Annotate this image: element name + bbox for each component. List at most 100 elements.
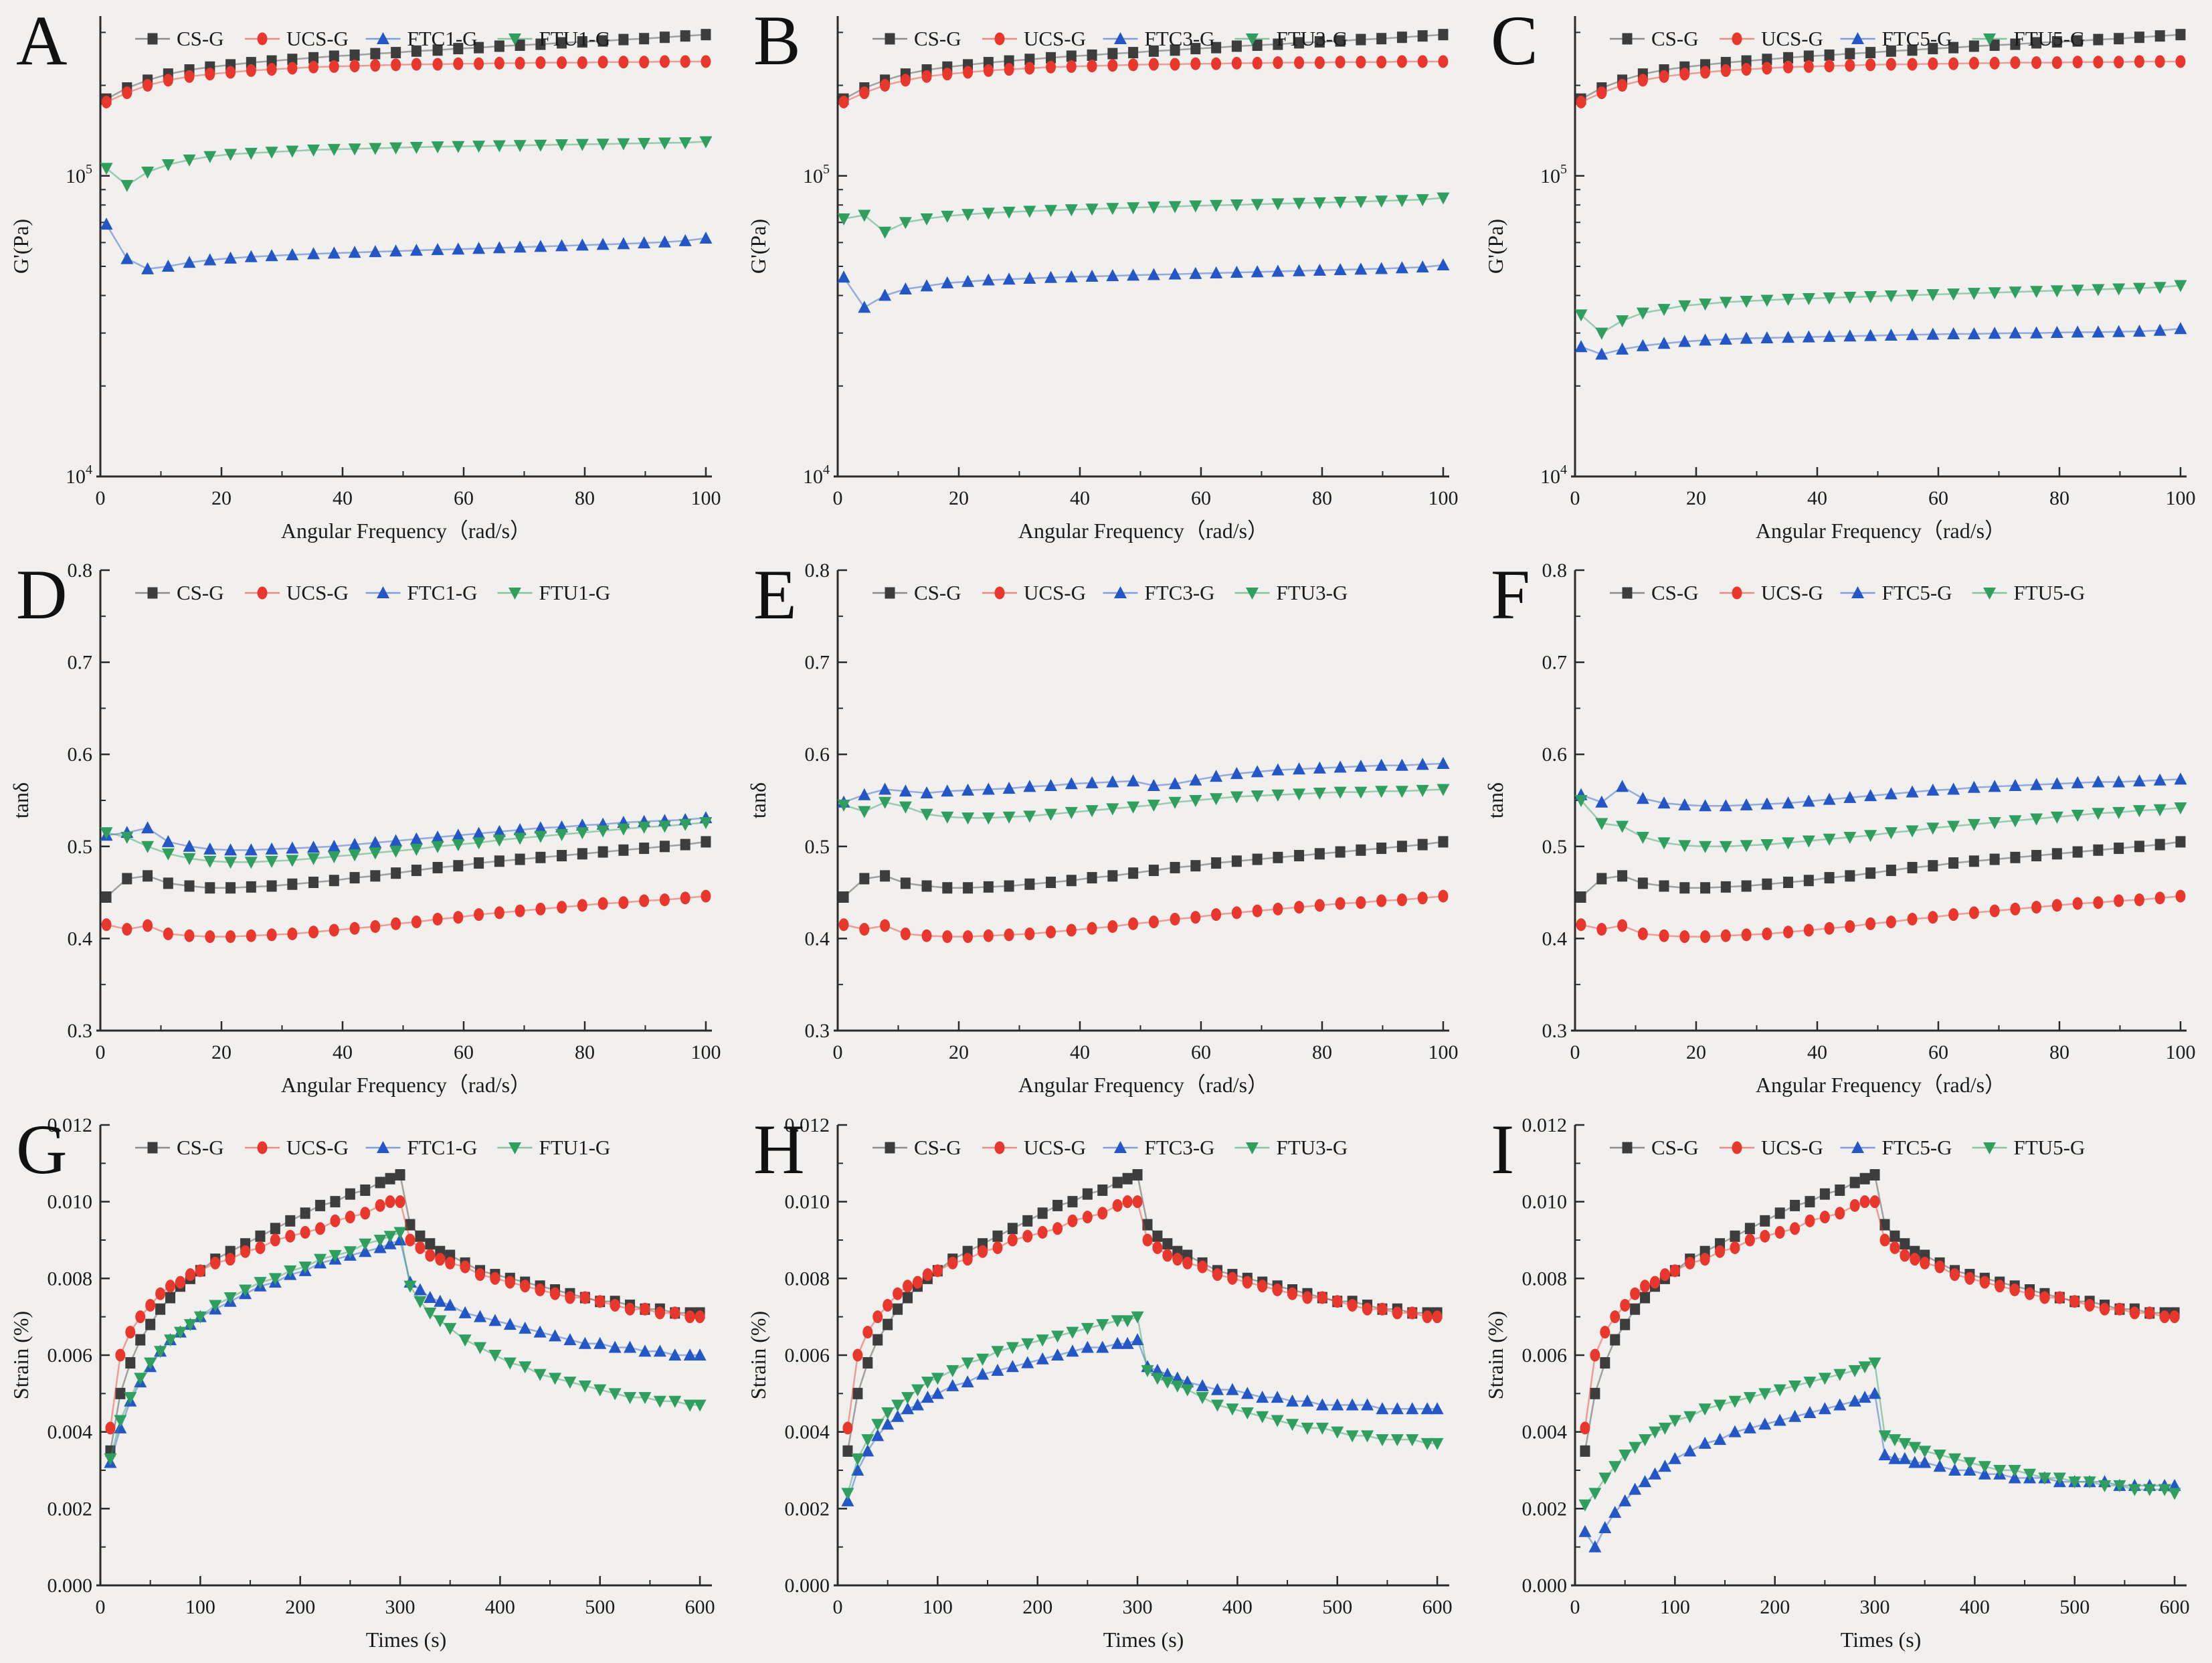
data-point-marker xyxy=(1106,203,1119,215)
y-tick-label: 0.002 xyxy=(1522,1498,1568,1520)
data-point-marker xyxy=(1361,1398,1374,1411)
data-point-marker xyxy=(370,48,381,60)
data-point-marker xyxy=(1988,780,2001,792)
data-point-marker xyxy=(1884,290,1898,303)
data-point-marker xyxy=(1678,798,1691,811)
x-tick-label: 40 xyxy=(1807,1041,1827,1063)
data-point-marker xyxy=(1947,820,1960,833)
legend-marker xyxy=(1114,1140,1127,1153)
data-point-marker xyxy=(1762,928,1772,941)
data-point-marker xyxy=(161,159,175,171)
data-point-marker xyxy=(931,1386,944,1399)
series-line xyxy=(843,60,1443,103)
data-point-marker xyxy=(1790,1199,1801,1211)
data-point-marker xyxy=(1576,95,1586,108)
x-tick-label: 80 xyxy=(2049,487,2069,509)
data-point-marker xyxy=(286,841,299,854)
data-point-marker xyxy=(1395,195,1408,207)
series-FTC3-G xyxy=(837,258,1450,313)
data-point-marker xyxy=(1683,1411,1697,1423)
data-point-marker xyxy=(1314,899,1325,912)
data-point-marker xyxy=(535,38,546,50)
series-FTU5-G xyxy=(1574,280,2187,340)
data-point-marker xyxy=(1950,1267,1960,1281)
data-point-marker xyxy=(1024,54,1035,66)
y-axis-label: G'(Pa) xyxy=(746,219,770,274)
data-point-marker xyxy=(1190,911,1201,924)
data-point-marker xyxy=(1131,1311,1144,1324)
data-point-marker xyxy=(2071,325,2084,338)
data-point-marker xyxy=(2093,845,2104,857)
data-point-marker xyxy=(1859,1195,1870,1208)
data-point-marker xyxy=(2154,55,2165,68)
y-tick-label: 0.004 xyxy=(1522,1421,1568,1443)
data-point-marker xyxy=(899,217,912,230)
data-point-marker xyxy=(1023,271,1036,284)
data-point-marker xyxy=(701,836,711,848)
data-point-marker xyxy=(1065,270,1078,282)
data-point-marker xyxy=(1845,920,1855,934)
y-tick-label: 105 xyxy=(1540,162,1567,187)
data-point-marker xyxy=(579,1291,590,1304)
data-point-marker xyxy=(1024,879,1035,891)
y-tick-label: 0.008 xyxy=(48,1267,93,1290)
x-axis-label: Angular Frequency（rad/s） xyxy=(1756,1073,2006,1097)
series-line xyxy=(1580,895,2181,938)
data-point-marker xyxy=(1273,56,1283,70)
data-point-marker xyxy=(1963,1457,1976,1470)
data-point-marker xyxy=(1884,787,1898,800)
legend-label: FTU3-G xyxy=(1277,27,1348,50)
data-point-marker xyxy=(555,139,569,152)
data-point-marker xyxy=(2025,1287,2035,1300)
x-tick-label: 500 xyxy=(1322,1596,1352,1618)
data-point-marker xyxy=(699,136,713,149)
data-point-marker xyxy=(678,137,692,150)
data-point-marker xyxy=(1740,296,1753,309)
data-point-marker xyxy=(2134,841,2144,853)
data-point-marker xyxy=(161,835,175,848)
data-point-marker xyxy=(490,1272,500,1285)
data-point-marker xyxy=(1858,1361,1871,1373)
data-point-marker xyxy=(1162,1249,1173,1262)
data-point-marker xyxy=(413,1296,427,1308)
data-point-marker xyxy=(203,843,217,855)
legend-label: UCS-G xyxy=(1024,27,1086,50)
data-point-marker xyxy=(852,1387,863,1399)
data-point-marker xyxy=(144,1357,157,1370)
legend-label: CS-G xyxy=(914,581,961,604)
data-point-marker xyxy=(1989,904,2000,917)
data-point-marker xyxy=(920,808,933,821)
x-tick-label: 60 xyxy=(1928,487,1948,509)
data-point-marker xyxy=(1294,850,1305,862)
data-point-marker xyxy=(395,1168,405,1180)
data-point-marker xyxy=(2114,33,2124,45)
data-point-marker xyxy=(638,1344,652,1356)
data-point-marker xyxy=(2092,775,2105,788)
data-point-marker xyxy=(1420,1437,1434,1450)
series-line xyxy=(1584,1361,2175,1506)
series-UCS-G xyxy=(1580,1195,2180,1435)
data-point-marker xyxy=(1085,805,1099,818)
y-axis-label: Strain (%) xyxy=(9,1310,33,1399)
data-point-marker xyxy=(1576,891,1586,903)
data-point-marker xyxy=(1065,777,1078,790)
data-point-marker xyxy=(1669,1264,1680,1278)
data-point-marker xyxy=(983,881,994,893)
data-point-marker xyxy=(1783,877,1794,889)
data-point-marker xyxy=(859,86,870,100)
plot: 0 20 40 60 80 100 104 105 Angular Frequency（rad/… xyxy=(746,16,1458,543)
data-point-marker xyxy=(349,60,360,73)
data-point-marker xyxy=(1598,1520,1612,1533)
data-point-marker xyxy=(225,882,236,894)
data-point-marker xyxy=(920,786,933,799)
data-point-marker xyxy=(285,1215,296,1227)
data-point-marker xyxy=(1272,1283,1283,1296)
data-point-marker xyxy=(1802,835,1815,848)
data-point-marker xyxy=(1252,39,1263,52)
data-point-marker xyxy=(1212,1267,1223,1281)
data-point-marker xyxy=(1417,55,1428,68)
legend: CS-G UCS-G FTC3-G FTU3-G xyxy=(872,581,1348,604)
data-point-marker xyxy=(494,855,504,867)
legend-marker xyxy=(147,1142,158,1154)
data-point-marker xyxy=(1805,1214,1815,1227)
